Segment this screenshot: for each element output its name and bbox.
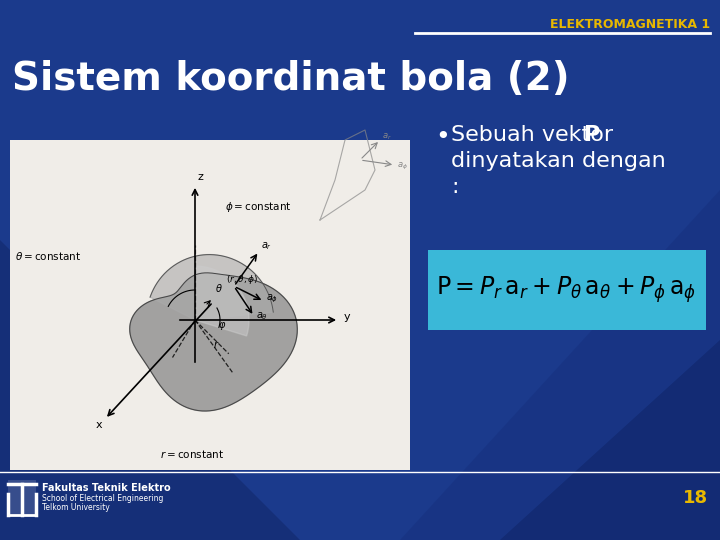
Text: $\phi = \mathrm{constant}$: $\phi = \mathrm{constant}$ — [225, 200, 292, 214]
Bar — [428, 250, 706, 330]
Bar — [10, 140, 410, 470]
Text: School of Electrical Engineering: School of Electrical Engineering — [42, 494, 163, 503]
Text: $\varphi$: $\varphi$ — [218, 320, 226, 332]
Text: $\mathrm{P} = P_r\,\mathrm{a}_r + P_\theta\,\mathrm{a}_\theta + P_\phi\,\mathrm{: $\mathrm{P} = P_r\,\mathrm{a}_r + P_\the… — [436, 275, 696, 305]
Text: $a_r$: $a_r$ — [261, 240, 272, 252]
Text: z: z — [198, 172, 204, 183]
Text: $a_\phi$: $a_\phi$ — [397, 160, 408, 172]
Text: 18: 18 — [683, 489, 708, 507]
Text: $a_\phi$: $a_\phi$ — [266, 293, 278, 305]
Text: :: : — [451, 177, 459, 197]
Text: Fakultas Teknik Elektro: Fakultas Teknik Elektro — [42, 483, 171, 493]
Polygon shape — [200, 190, 720, 540]
Text: $\theta = \mathrm{constant}$: $\theta = \mathrm{constant}$ — [15, 250, 81, 262]
Bar — [8, 480, 36, 515]
Text: •: • — [435, 125, 450, 149]
Polygon shape — [0, 240, 300, 540]
Text: Sistem koordinat bola (2): Sistem koordinat bola (2) — [12, 60, 570, 98]
Text: dinyatakan dengan: dinyatakan dengan — [451, 151, 666, 171]
Text: $\theta$: $\theta$ — [215, 282, 222, 294]
Polygon shape — [150, 254, 274, 320]
Text: ELEKTROMAGNETIKA 1: ELEKTROMAGNETIKA 1 — [550, 18, 710, 31]
Text: P: P — [584, 125, 600, 145]
Text: Telkom University: Telkom University — [42, 503, 109, 512]
Text: y: y — [343, 312, 350, 322]
Text: $a_\theta$: $a_\theta$ — [256, 310, 268, 322]
Text: $a_r$: $a_r$ — [382, 131, 392, 141]
Text: $(r,\theta,\phi)$: $(r,\theta,\phi)$ — [226, 273, 258, 286]
Polygon shape — [350, 340, 720, 540]
Text: Sebuah vektor: Sebuah vektor — [451, 125, 620, 145]
Polygon shape — [130, 273, 297, 411]
Text: $r = \mathrm{constant}$: $r = \mathrm{constant}$ — [160, 448, 224, 460]
Polygon shape — [195, 266, 249, 336]
Text: $r$: $r$ — [213, 339, 220, 350]
Text: x: x — [96, 420, 103, 430]
